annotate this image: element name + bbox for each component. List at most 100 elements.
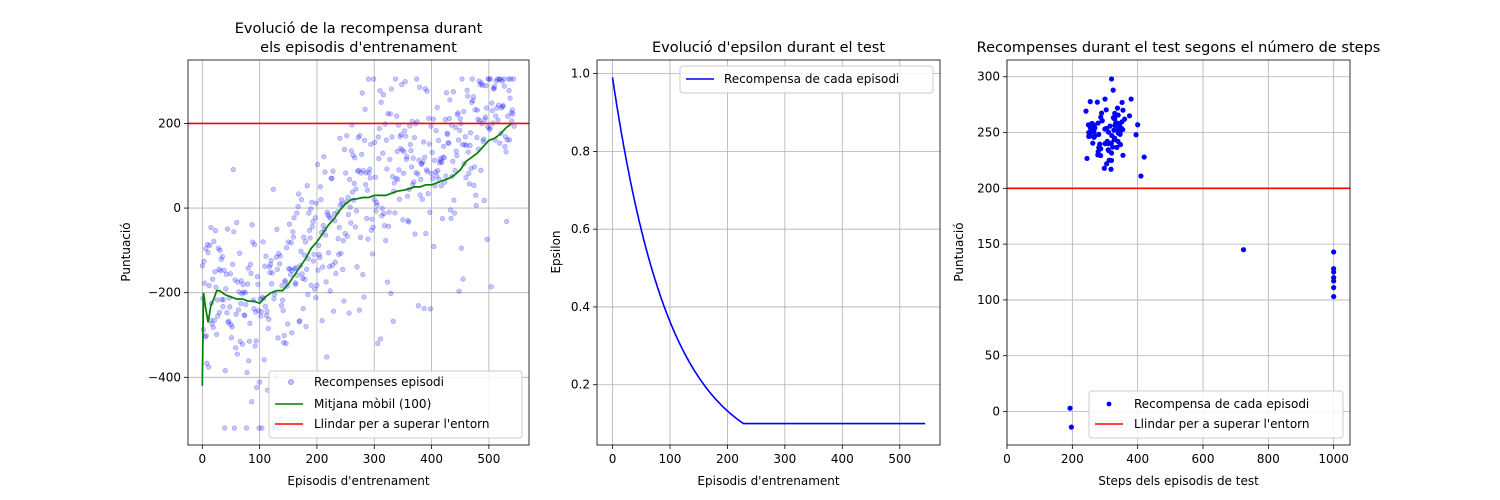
scatter-point [223, 271, 230, 277]
scatter-point [427, 306, 434, 312]
scatter-point [478, 80, 485, 86]
scatter-point [287, 266, 293, 272]
scatter-point [386, 209, 392, 215]
scatter-point [439, 159, 445, 165]
scatter-point [473, 192, 479, 198]
scatter-point [232, 345, 239, 351]
x-tick-label: 1000 [1318, 452, 1349, 466]
y-tick-label: 200 [158, 116, 181, 130]
scatter-point [281, 332, 287, 339]
scatter-point [368, 227, 375, 233]
scatter-point [507, 95, 513, 101]
scatter-point [322, 232, 329, 238]
x-tick-label: 400 [1126, 452, 1149, 466]
scatter-point [381, 211, 387, 217]
scatter-point [315, 267, 321, 273]
scatter-point [365, 236, 371, 242]
scatter-point [218, 268, 224, 274]
scatter-point [405, 218, 411, 224]
scatter-point [422, 154, 428, 160]
y-tick-label: 150 [977, 237, 1000, 251]
scatter-point [395, 176, 401, 183]
scatter-point [401, 128, 408, 134]
scatter-point [453, 148, 459, 154]
scatter-point [499, 78, 505, 84]
scatter-point [362, 106, 368, 112]
scatter-point [400, 217, 406, 223]
scatter-point [1091, 134, 1097, 140]
scatter-point [212, 227, 219, 234]
scatter-point [295, 203, 301, 210]
scatter-point [389, 173, 396, 180]
scatter-point [329, 262, 336, 268]
scatter-point [258, 308, 265, 315]
scatter-point [323, 279, 329, 285]
scatter-point [378, 99, 384, 105]
scatter-point [302, 239, 309, 245]
scatter-point [495, 102, 502, 108]
scatter-point [366, 170, 372, 176]
scatter-point [397, 145, 404, 152]
scatter-point [229, 324, 235, 330]
scatter-point [468, 165, 474, 172]
scatter-point [499, 103, 506, 109]
scatter-point [219, 254, 226, 260]
scatter-point [364, 215, 370, 222]
scatter-point [444, 131, 451, 138]
data-marks [188, 76, 529, 431]
scatter-point [420, 139, 427, 145]
scatter-point [239, 291, 245, 297]
x-tick-label: 500 [477, 452, 500, 466]
scatter-point [1083, 108, 1089, 114]
scatter-point [214, 331, 220, 338]
scatter-point [1240, 247, 1247, 253]
scatter-point [240, 282, 246, 288]
scatter-point [219, 296, 225, 303]
scatter-point [209, 321, 215, 327]
scatter-point [215, 313, 221, 319]
scatter-point [1087, 99, 1093, 105]
y-tick-label: 250 [977, 126, 1000, 140]
scatter-point [326, 214, 332, 220]
scatter-point [227, 304, 233, 310]
scatter-point [462, 134, 469, 140]
scatter-point [266, 316, 272, 322]
scatter-point [242, 312, 248, 319]
scatter-point [426, 115, 432, 121]
scatter-point [438, 183, 444, 189]
scatter-point [489, 107, 495, 114]
scatter-point [203, 333, 209, 339]
scatter-point [377, 88, 383, 94]
scatter-point [408, 164, 415, 170]
scatter-point [275, 251, 282, 257]
scatter-point [457, 116, 463, 122]
scatter-point [1115, 126, 1122, 132]
scatter-point [385, 111, 391, 117]
scatter-point [504, 137, 510, 143]
scatter-point [420, 159, 426, 165]
scatter-point [510, 76, 517, 82]
legend-marker-points [287, 378, 294, 385]
scatter-point [448, 215, 454, 222]
scatter-point [303, 323, 309, 330]
scatter-point [431, 243, 437, 250]
scatter-point [1096, 131, 1102, 137]
scatter-point [469, 76, 475, 82]
scatter-point [436, 160, 443, 166]
scatter-point [244, 281, 251, 287]
scatter-point [235, 307, 242, 313]
scatter-point [337, 135, 343, 141]
scatter-point [298, 248, 304, 254]
scatter-point [454, 152, 460, 159]
scatter-point [1103, 107, 1109, 113]
scatter-point [399, 147, 405, 153]
scatter-point [1120, 152, 1126, 158]
scatter-point [340, 266, 346, 273]
plot-frame [1006, 59, 1351, 446]
scatter-point [269, 270, 275, 276]
scatter-point [509, 107, 516, 113]
scatter-point [470, 94, 477, 100]
scatter-point [1108, 76, 1115, 82]
scatter-point [252, 343, 258, 349]
